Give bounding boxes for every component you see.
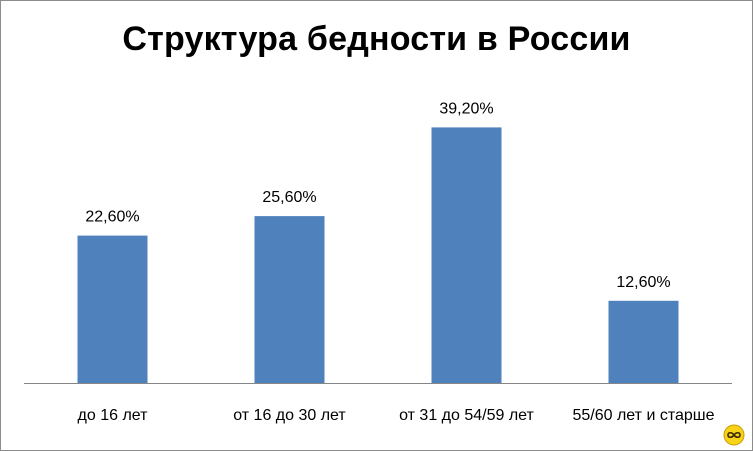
category-label-2: от 16 до 30 лет [233, 407, 346, 424]
value-label-4: 12,60% [616, 274, 670, 291]
chart-title: Структура бедности в России [122, 20, 631, 58]
category-label-4: 55/60 лет и старше [572, 407, 714, 424]
category-labels-layer: до 16 лет от 16 до 30 лет от 31 до 54/59 л… [78, 407, 715, 424]
bars-layer [77, 127, 679, 384]
value-label-3: 39,20% [439, 100, 493, 117]
category-label-1: до 16 лет [78, 407, 149, 424]
category-label-3: от 31 до 54/59 лет [399, 407, 534, 424]
bar-4 [608, 300, 679, 383]
bar-3 [431, 127, 502, 384]
infinity-badge-icon [723, 424, 745, 446]
value-label-1: 22,60% [85, 209, 139, 226]
bar-2 [254, 216, 325, 383]
value-label-2: 25,60% [262, 189, 316, 206]
bar-1 [77, 235, 148, 383]
value-labels-layer: 22,60% 25,60% 39,20% 12,60% [85, 100, 670, 290]
